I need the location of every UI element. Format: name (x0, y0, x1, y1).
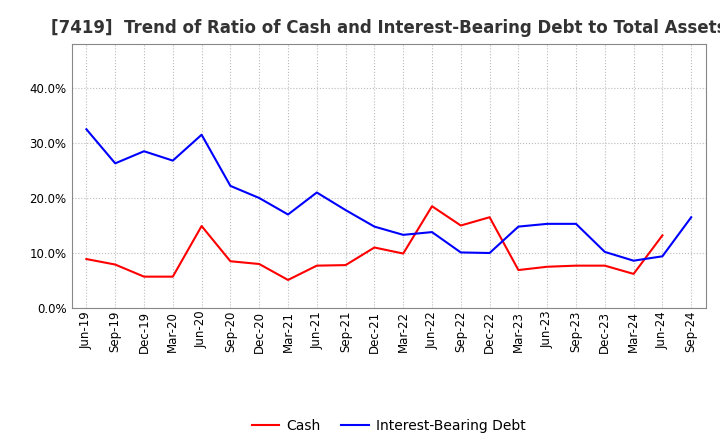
Interest-Bearing Debt (168, 158, 177, 163)
Title: [7419]  Trend of Ratio of Cash and Interest-Bearing Debt to Total Assets: [7419] Trend of Ratio of Cash and Intere… (51, 19, 720, 37)
Cash (140, 274, 148, 279)
Interest-Bearing Debt (197, 132, 206, 137)
Interest-Bearing Debt (687, 215, 696, 220)
Cash (572, 263, 580, 268)
Cash (284, 277, 292, 282)
Cash (600, 263, 609, 268)
Interest-Bearing Debt (399, 232, 408, 238)
Interest-Bearing Debt (456, 250, 465, 255)
Interest-Bearing Debt (658, 253, 667, 259)
Legend: Cash, Interest-Bearing Debt: Cash, Interest-Bearing Debt (246, 413, 531, 438)
Interest-Bearing Debt (82, 127, 91, 132)
Interest-Bearing Debt (428, 230, 436, 235)
Cash (514, 268, 523, 273)
Interest-Bearing Debt (140, 149, 148, 154)
Cash (370, 245, 379, 250)
Cash (399, 251, 408, 256)
Cash (485, 215, 494, 220)
Interest-Bearing Debt (255, 195, 264, 201)
Cash (82, 257, 91, 262)
Interest-Bearing Debt (543, 221, 552, 227)
Cash (341, 262, 350, 268)
Cash (543, 264, 552, 269)
Interest-Bearing Debt (370, 224, 379, 229)
Interest-Bearing Debt (514, 224, 523, 229)
Interest-Bearing Debt (284, 212, 292, 217)
Cash (456, 223, 465, 228)
Interest-Bearing Debt (312, 190, 321, 195)
Interest-Bearing Debt (629, 258, 638, 263)
Interest-Bearing Debt (485, 250, 494, 256)
Interest-Bearing Debt (572, 221, 580, 227)
Cash (312, 263, 321, 268)
Line: Cash: Cash (86, 206, 662, 280)
Cash (197, 224, 206, 229)
Cash (111, 262, 120, 267)
Interest-Bearing Debt (600, 249, 609, 254)
Cash (629, 271, 638, 276)
Line: Interest-Bearing Debt: Interest-Bearing Debt (86, 129, 691, 260)
Cash (428, 204, 436, 209)
Cash (255, 261, 264, 267)
Interest-Bearing Debt (111, 161, 120, 166)
Cash (168, 274, 177, 279)
Cash (226, 259, 235, 264)
Interest-Bearing Debt (226, 183, 235, 188)
Interest-Bearing Debt (341, 207, 350, 213)
Cash (658, 233, 667, 238)
